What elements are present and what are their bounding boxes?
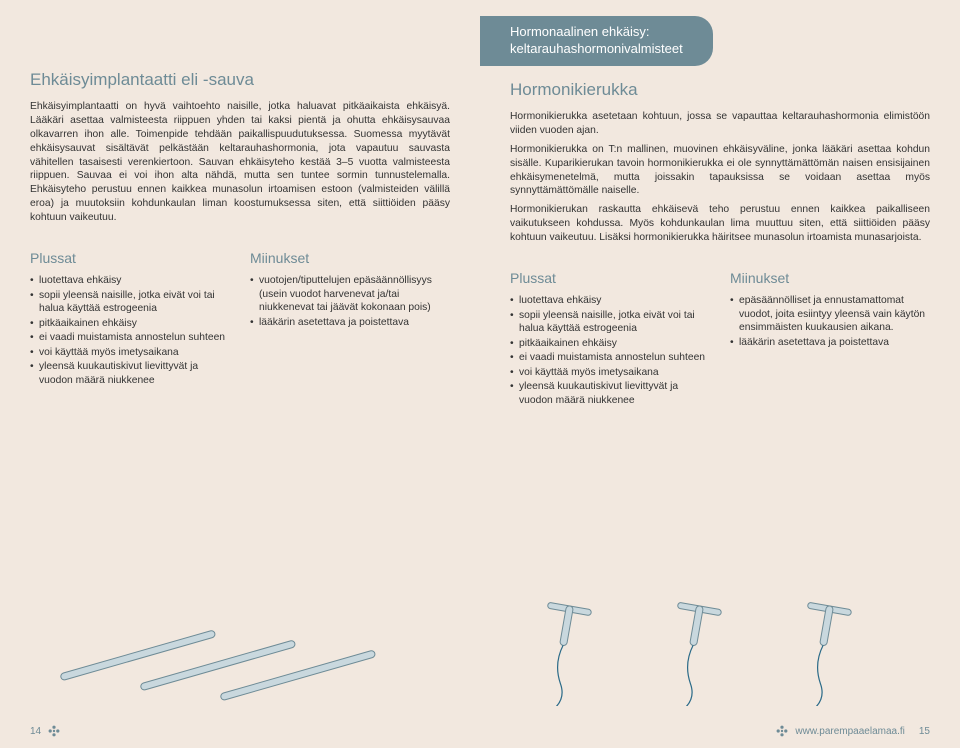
right-para-2: Hormonikierukan raskautta ehkäisevä teho… <box>510 203 930 245</box>
left-plus-list: luotettava ehkäisy sopii yleensä naisill… <box>30 274 230 388</box>
flower-icon <box>47 724 61 738</box>
left-para-0: Ehkäisyimplantaatti on hyvä vaihtoehto n… <box>30 100 450 225</box>
list-item: luotettava ehkäisy <box>30 274 230 288</box>
right-body: Hormonikierukka asetetaan kohtuun, jossa… <box>510 110 930 250</box>
right-title: Hormonikierukka <box>510 80 930 100</box>
list-item: ei vaadi muistamista annostelun suhteen <box>510 351 710 365</box>
right-minus-title: Miinukset <box>730 270 930 286</box>
list-item: pitkäaikainen ehkäisy <box>510 337 710 351</box>
iud-icon <box>510 596 930 706</box>
list-item: lääkärin asetettava ja poistettava <box>250 316 450 330</box>
right-pm-row: Plussat luotettava ehkäisy sopii yleensä… <box>510 270 930 409</box>
page-right: Hormonaalinen ehkäisy: keltarauhashormon… <box>480 0 960 748</box>
right-plus-list: luotettava ehkäisy sopii yleensä naisill… <box>510 294 710 408</box>
left-minus-col: Miinukset vuotojen/tiputtelujen epäsäänn… <box>250 250 450 389</box>
right-para-0: Hormonikierukka asetetaan kohtuun, jossa… <box>510 110 930 138</box>
right-minus-col: Miinukset epäsäännölliset ja ennustamatt… <box>730 270 930 409</box>
list-item: yleensä kuukautiskivut lievittyvät ja vu… <box>510 380 710 407</box>
left-plus-col: Plussat luotettava ehkäisy sopii yleensä… <box>30 250 230 389</box>
right-para-1: Hormonikierukka on T:n mallinen, muovine… <box>510 143 930 199</box>
left-footer: 14 <box>30 724 61 738</box>
page-number-left: 14 <box>30 726 41 737</box>
list-item: yleensä kuukautiskivut lievittyvät ja vu… <box>30 360 230 387</box>
right-plus-col: Plussat luotettava ehkäisy sopii yleensä… <box>510 270 710 409</box>
implant-rods-icon <box>30 596 450 706</box>
banner-line-2: keltarauhashormonivalmisteet <box>510 41 683 58</box>
right-minus-list: epäsäännölliset ja ennustamattomat vuodo… <box>730 294 930 349</box>
list-item: luotettava ehkäisy <box>510 294 710 308</box>
list-item: sopii yleensä naisille, jotka eivät voi … <box>30 289 230 316</box>
footer-url: www.parempaaelamaa.fi <box>795 726 905 737</box>
right-footer: www.parempaaelamaa.fi 15 <box>775 724 930 738</box>
category-banner: Hormonaalinen ehkäisy: keltarauhashormon… <box>480 16 713 66</box>
list-item: lääkärin asetettava ja poistettava <box>730 336 930 350</box>
left-minus-title: Miinukset <box>250 250 450 266</box>
page-number-right: 15 <box>919 726 930 737</box>
list-item: vuotojen/tiputtelujen epäsäännöllisyys (… <box>250 274 450 315</box>
list-item: epäsäännölliset ja ennustamattomat vuodo… <box>730 294 930 335</box>
left-title: Ehkäisyimplantaatti eli -sauva <box>30 70 450 90</box>
banner-line-1: Hormonaalinen ehkäisy: <box>510 24 683 41</box>
left-plus-title: Plussat <box>30 250 230 266</box>
left-pm-row: Plussat luotettava ehkäisy sopii yleensä… <box>30 250 450 389</box>
page-left: Ehkäisyimplantaatti eli -sauva Ehkäisyim… <box>0 0 480 748</box>
list-item: voi käyttää myös imetysaikana <box>30 346 230 360</box>
list-item: voi käyttää myös imetysaikana <box>510 366 710 380</box>
right-plus-title: Plussat <box>510 270 710 286</box>
left-body: Ehkäisyimplantaatti on hyvä vaihtoehto n… <box>30 100 450 230</box>
list-item: sopii yleensä naisille, jotka eivät voi … <box>510 309 710 336</box>
flower-icon <box>775 724 789 738</box>
list-item: pitkäaikainen ehkäisy <box>30 317 230 331</box>
list-item: ei vaadi muistamista annostelun suhteen <box>30 331 230 345</box>
implant-illustration <box>0 596 480 706</box>
left-minus-list: vuotojen/tiputtelujen epäsäännöllisyys (… <box>250 274 450 329</box>
iud-illustration <box>480 596 960 706</box>
page-spread: Ehkäisyimplantaatti eli -sauva Ehkäisyim… <box>0 0 960 748</box>
